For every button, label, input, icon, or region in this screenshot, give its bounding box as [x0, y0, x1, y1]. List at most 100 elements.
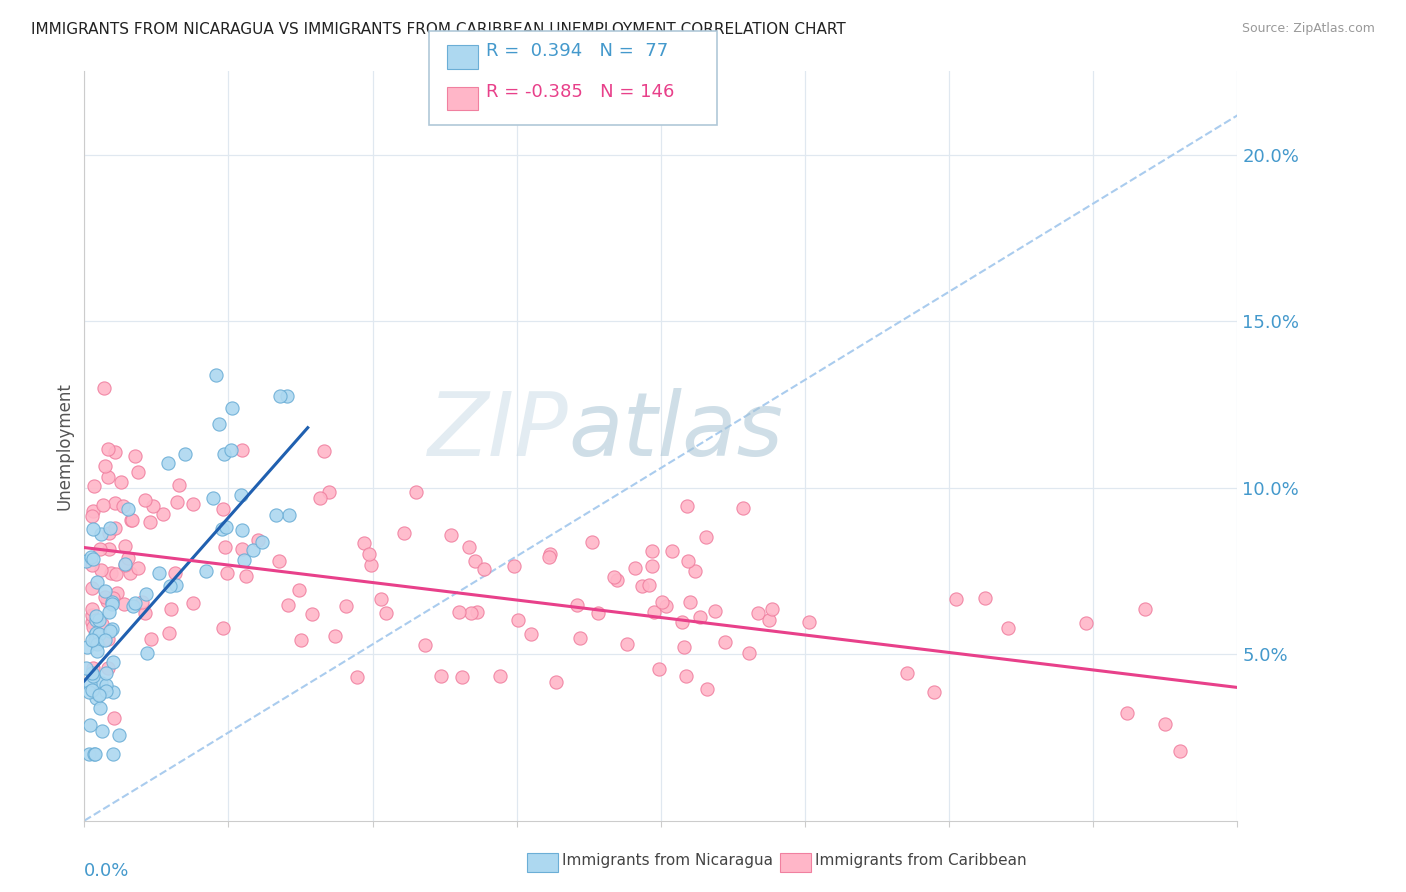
Point	[165, 566, 187, 580]
Point	[121, 513, 143, 527]
Point	[80, 665, 103, 680]
Point	[139, 515, 162, 529]
Point	[370, 591, 392, 606]
Point	[747, 606, 769, 620]
Point	[212, 621, 235, 635]
Point	[181, 596, 204, 610]
Point	[97, 442, 120, 456]
Point	[91, 498, 114, 512]
Point	[98, 525, 121, 540]
Point	[616, 637, 638, 651]
Point	[104, 567, 127, 582]
Point	[309, 491, 332, 505]
Point	[695, 530, 717, 544]
Point	[655, 599, 678, 614]
Point	[538, 547, 561, 561]
Point	[221, 401, 243, 415]
Point	[84, 632, 107, 647]
Point	[79, 717, 101, 731]
Point	[567, 599, 589, 613]
Point	[82, 683, 104, 698]
Point	[96, 594, 118, 608]
Point	[159, 579, 181, 593]
Text: R =  0.394   N =  77: R = 0.394 N = 77	[486, 42, 669, 60]
Point	[643, 605, 665, 619]
Point	[77, 685, 100, 699]
Point	[215, 566, 238, 580]
Point	[353, 535, 375, 549]
Point	[86, 625, 108, 640]
Point	[101, 685, 124, 699]
Point	[101, 597, 124, 611]
Point	[488, 668, 510, 682]
Point	[80, 632, 103, 647]
Point	[269, 389, 291, 403]
Point	[696, 682, 718, 697]
Point	[689, 609, 711, 624]
Point	[232, 552, 254, 566]
Point	[215, 520, 238, 534]
Point	[641, 558, 664, 573]
Point	[89, 701, 111, 715]
Point	[135, 587, 157, 601]
Point	[84, 628, 107, 642]
Y-axis label: Unemployment: Unemployment	[55, 382, 73, 510]
Point	[94, 458, 117, 473]
Point	[80, 601, 103, 615]
Point	[231, 541, 253, 556]
Point	[142, 499, 165, 513]
Point	[80, 558, 103, 573]
Text: atlas: atlas	[568, 388, 783, 474]
Point	[103, 711, 125, 725]
Point	[86, 637, 108, 651]
Text: 0.0%: 0.0%	[84, 862, 129, 880]
Point	[103, 747, 125, 761]
Point	[104, 521, 127, 535]
Point	[231, 443, 253, 458]
Point	[105, 586, 128, 600]
Point	[375, 606, 398, 620]
Point	[460, 606, 482, 620]
Point	[360, 558, 382, 572]
Point	[464, 554, 486, 568]
Point	[301, 607, 323, 622]
Point	[80, 508, 103, 523]
Point	[673, 640, 696, 654]
Point	[246, 533, 269, 548]
Text: R = -0.385   N = 146: R = -0.385 N = 146	[486, 83, 675, 101]
Point	[974, 591, 997, 606]
Point	[104, 445, 127, 459]
Point	[640, 543, 662, 558]
Point	[76, 640, 98, 655]
Point	[538, 550, 561, 565]
Point	[242, 543, 264, 558]
Point	[413, 638, 436, 652]
Point	[90, 676, 112, 690]
Point	[83, 747, 105, 761]
Point	[731, 501, 754, 516]
Point	[173, 447, 195, 461]
Point	[269, 553, 291, 567]
Text: ZIP: ZIP	[427, 388, 568, 474]
Point	[82, 669, 104, 683]
Point	[208, 417, 231, 431]
Text: IMMIGRANTS FROM NICARAGUA VS IMMIGRANTS FROM CARIBBEAN UNEMPLOYMENT CORRELATION : IMMIGRANTS FROM NICARAGUA VS IMMIGRANTS …	[31, 22, 845, 37]
Point	[75, 553, 97, 567]
Point	[117, 550, 139, 565]
Point	[219, 442, 242, 457]
Point	[86, 643, 108, 657]
Point	[231, 523, 253, 537]
Point	[430, 669, 453, 683]
Point	[98, 606, 121, 620]
Point	[124, 450, 146, 464]
Point	[761, 602, 783, 616]
Point	[165, 578, 187, 592]
Point	[120, 566, 142, 580]
Point	[114, 539, 136, 553]
Point	[212, 502, 235, 516]
Point	[94, 683, 117, 698]
Point	[90, 563, 112, 577]
Point	[214, 447, 236, 461]
Point	[602, 569, 624, 583]
Point	[581, 535, 603, 549]
